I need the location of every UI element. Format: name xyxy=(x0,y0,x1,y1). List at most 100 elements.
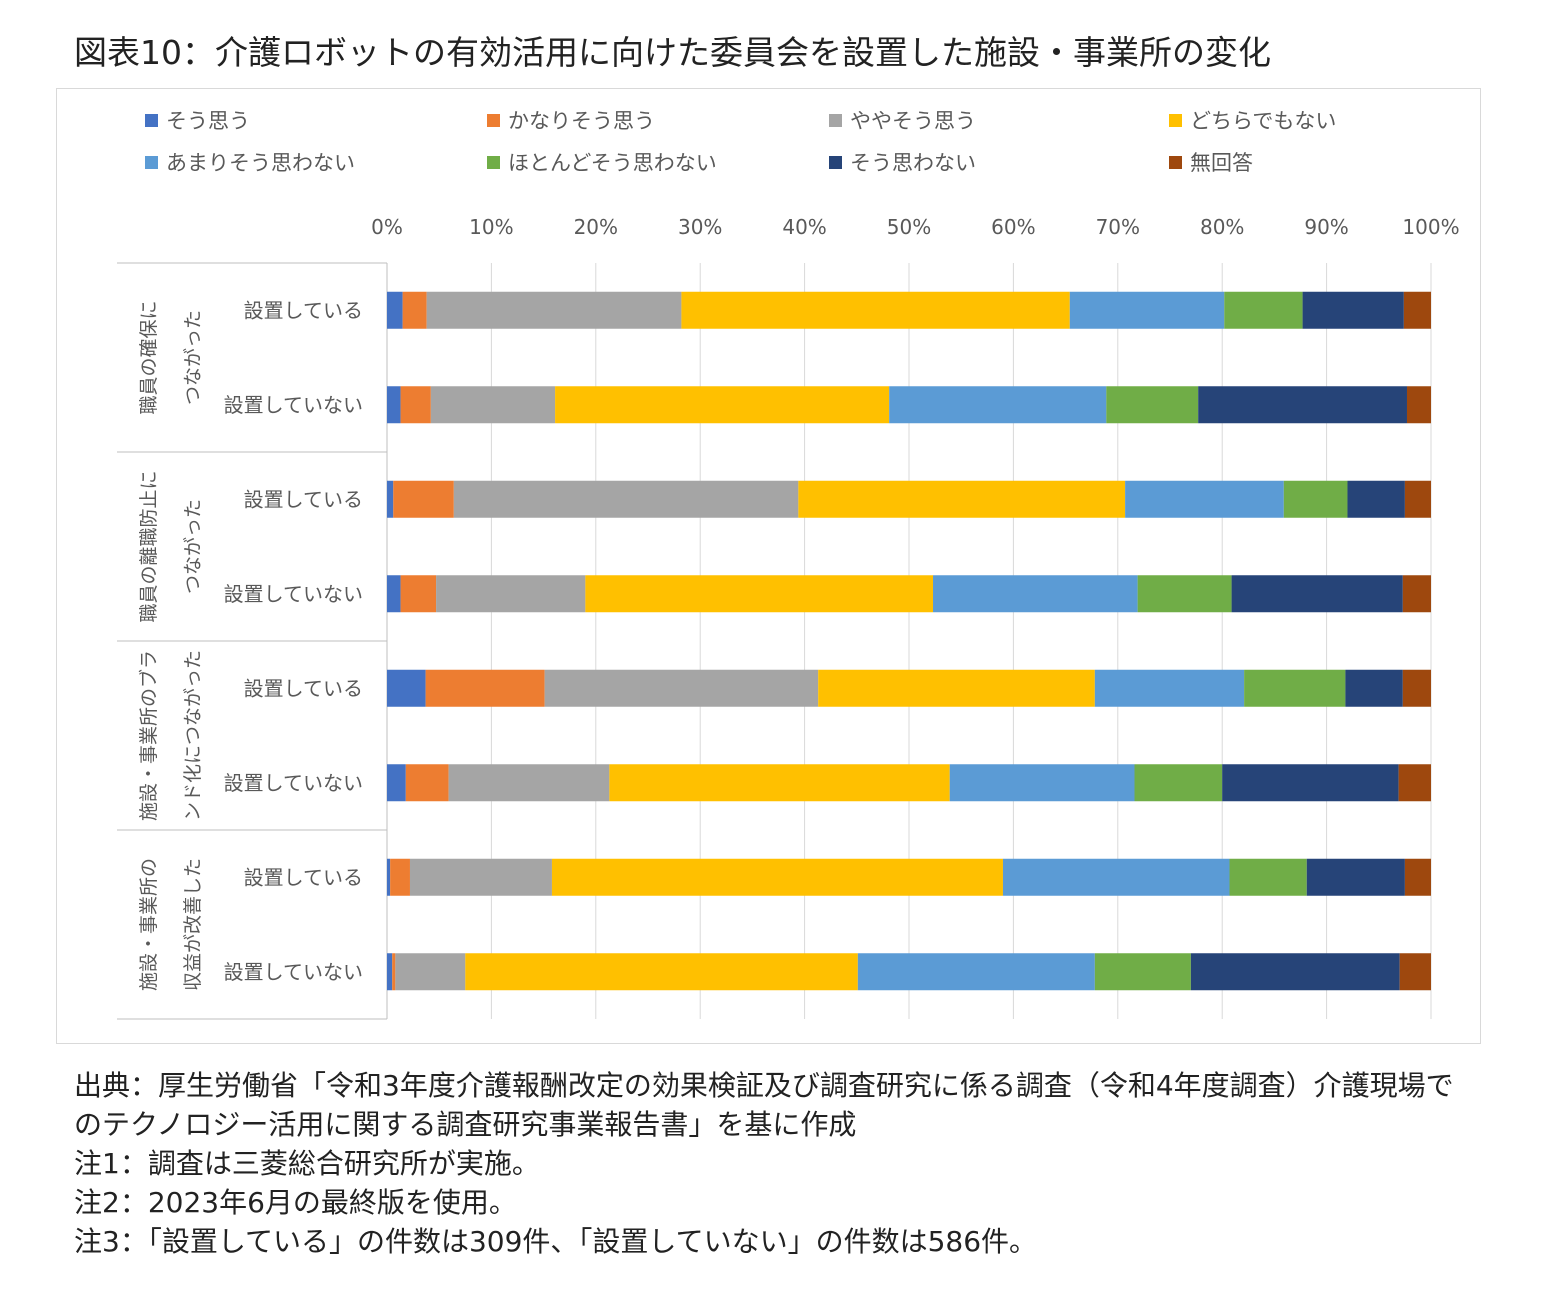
group-label: 収益が改善した xyxy=(182,858,204,991)
category-label: 設置している xyxy=(244,298,363,322)
bar-segment xyxy=(1231,575,1403,613)
legend-swatch xyxy=(145,156,158,169)
group-label: 職員の離職防止に xyxy=(138,470,160,622)
bar-segment xyxy=(933,575,1138,613)
bar-segment xyxy=(1069,291,1225,329)
bar-segment xyxy=(1094,669,1245,707)
legend-swatch xyxy=(829,114,842,127)
bar-segment xyxy=(453,480,799,518)
bar-segment xyxy=(1404,858,1431,896)
bar-segment xyxy=(387,669,426,707)
x-tick-label: 50% xyxy=(887,215,931,239)
bar-segment xyxy=(402,291,427,329)
category-label: 設置していない xyxy=(224,771,363,795)
bar-segment xyxy=(400,386,431,424)
x-tick-label: 70% xyxy=(1096,215,1140,239)
bar-segment xyxy=(1402,575,1431,613)
bar-segment xyxy=(1137,575,1232,613)
bar-segment xyxy=(1106,386,1199,424)
bar-segment xyxy=(1244,669,1346,707)
chart-frame: 0% 10% 20% 30% 40% 50% 60% 70% 80% 90% 100% 職員の確保につ… xyxy=(56,88,1481,1044)
x-tick-label: 10% xyxy=(469,215,513,239)
x-tick-label: 100% xyxy=(1402,215,1459,239)
category-label: 設置している xyxy=(244,676,363,700)
bar-segment xyxy=(1190,953,1400,991)
legend-swatch xyxy=(829,156,842,169)
legend-label: あまりそう思わない xyxy=(166,151,355,175)
bar-segment xyxy=(1398,764,1431,802)
bar-segment xyxy=(1402,669,1431,707)
bar-segment xyxy=(430,386,556,424)
bar-segment xyxy=(1002,858,1230,896)
group-label: ンド化につながった xyxy=(182,650,204,821)
bar-segment xyxy=(409,858,552,896)
group-label: 職員の確保に xyxy=(138,300,160,414)
bar-segment xyxy=(465,953,858,991)
note-3: 注3：「設置している」の件数は309件、「設置していない」の件数は586件。 xyxy=(74,1225,1038,1258)
bar-segment xyxy=(387,858,391,896)
bar-segment xyxy=(818,669,1095,707)
note-2: 注2：2023年6月の最終版を使用。 xyxy=(74,1186,517,1219)
bar-segment xyxy=(585,575,934,613)
bar-segment xyxy=(390,858,410,896)
legend-swatch xyxy=(145,114,158,127)
category-label: 設置していない xyxy=(224,582,363,606)
x-tick-label: 20% xyxy=(574,215,618,239)
figure-title: 図表10：介護ロボットの有効活用に向けた委員会を設置した施設・事業所の変化 xyxy=(74,33,1271,72)
legend-label: そう思わない xyxy=(850,151,976,175)
bar-segment xyxy=(1222,764,1399,802)
legend-swatch xyxy=(487,114,500,127)
bar-segment xyxy=(426,291,682,329)
bar-segment xyxy=(405,764,449,802)
group-label: 施設・事業所のブラ xyxy=(137,650,160,821)
bar-segment xyxy=(387,575,401,613)
bar-segment xyxy=(1224,291,1303,329)
bar-segment xyxy=(387,953,393,991)
bar-segment xyxy=(400,575,437,613)
bar-segment xyxy=(1229,858,1307,896)
legend-label: そう思う xyxy=(166,109,250,133)
bar-segment xyxy=(1406,386,1431,424)
bar-segment xyxy=(544,669,819,707)
bar-segment xyxy=(387,386,401,424)
bar-segment xyxy=(1198,386,1407,424)
bar-segment xyxy=(1134,764,1223,802)
bar-segment xyxy=(387,480,394,518)
bar-segment xyxy=(393,480,454,518)
source-notes: 出典：厚生労働省「令和3年度介護報酬改定の効果検証及び調査研究に係る調査（令和4… xyxy=(74,1066,1474,1261)
group-label: つながった xyxy=(182,310,204,405)
bar-segment xyxy=(1302,291,1404,329)
bar-segment xyxy=(387,291,403,329)
bar-segment xyxy=(1347,480,1405,518)
group-label: つながった xyxy=(182,499,204,594)
group-label: 施設・事業所の xyxy=(138,858,160,991)
bar-segment xyxy=(395,953,466,991)
bar-segment xyxy=(798,480,1126,518)
legend-swatch xyxy=(1169,156,1182,169)
bar-segment xyxy=(436,575,586,613)
legend-swatch xyxy=(1169,114,1182,127)
category-label: 設置している xyxy=(244,865,363,889)
bar-segment xyxy=(609,764,950,802)
x-tick-label: 0% xyxy=(371,215,403,239)
bar-segment xyxy=(1306,858,1405,896)
bar-segment xyxy=(551,858,1003,896)
bar-segment xyxy=(387,764,406,802)
bar-segment xyxy=(1345,669,1403,707)
bar-segment xyxy=(1403,291,1431,329)
note-1: 注1：調査は三菱総合研究所が実施。 xyxy=(74,1147,540,1180)
legend-label: ほとんどそう思わない xyxy=(508,151,717,175)
category-label: 設置している xyxy=(244,487,363,511)
stacked-bar-chart: 0% 10% 20% 30% 40% 50% 60% 70% 80% 90% 100% 職員の確保につ… xyxy=(117,109,1460,1020)
bar-segment xyxy=(1094,953,1191,991)
source-text: 出典：厚生労働省「令和3年度介護報酬改定の効果検証及び調査研究に係る調査（令和4… xyxy=(74,1069,1454,1141)
bar-segment xyxy=(555,386,890,424)
bar-segment xyxy=(857,953,1095,991)
x-tick-label: 40% xyxy=(782,215,826,239)
bar-segment xyxy=(1399,953,1431,991)
bar-segment xyxy=(681,291,1070,329)
bar-segment xyxy=(949,764,1135,802)
x-tick-label: 80% xyxy=(1200,215,1244,239)
category-label: 設置していない xyxy=(224,960,363,984)
legend-label: 無回答 xyxy=(1190,151,1253,175)
